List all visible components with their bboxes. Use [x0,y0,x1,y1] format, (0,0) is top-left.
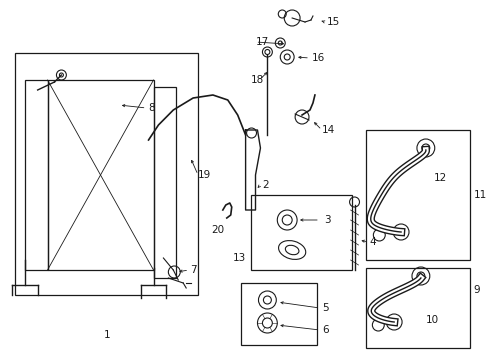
Text: 9: 9 [472,285,479,295]
Bar [250,195,351,270]
Text: 16: 16 [311,53,325,63]
Bar [240,283,316,345]
Text: 5: 5 [321,303,328,313]
Text: 8: 8 [148,103,155,113]
Text: 15: 15 [326,17,339,27]
Text: 14: 14 [321,125,334,135]
Text: 17: 17 [255,37,268,47]
Text: 20: 20 [210,225,224,235]
Text: 19: 19 [198,170,211,180]
Bar [153,87,176,278]
Text: 10: 10 [425,315,438,325]
Text: 6: 6 [321,325,328,335]
Bar [25,80,47,270]
Text: 2: 2 [262,180,268,190]
Text: 18: 18 [250,75,263,85]
Text: 4: 4 [368,237,375,247]
Bar [15,53,198,295]
Bar [366,268,469,348]
Text: 7: 7 [190,265,196,275]
Text: 13: 13 [232,253,245,263]
Text: 1: 1 [103,330,110,340]
Text: 11: 11 [472,190,486,200]
Text: 3: 3 [323,215,330,225]
Text: 12: 12 [433,173,446,183]
Bar [366,130,469,260]
Bar [47,80,153,270]
